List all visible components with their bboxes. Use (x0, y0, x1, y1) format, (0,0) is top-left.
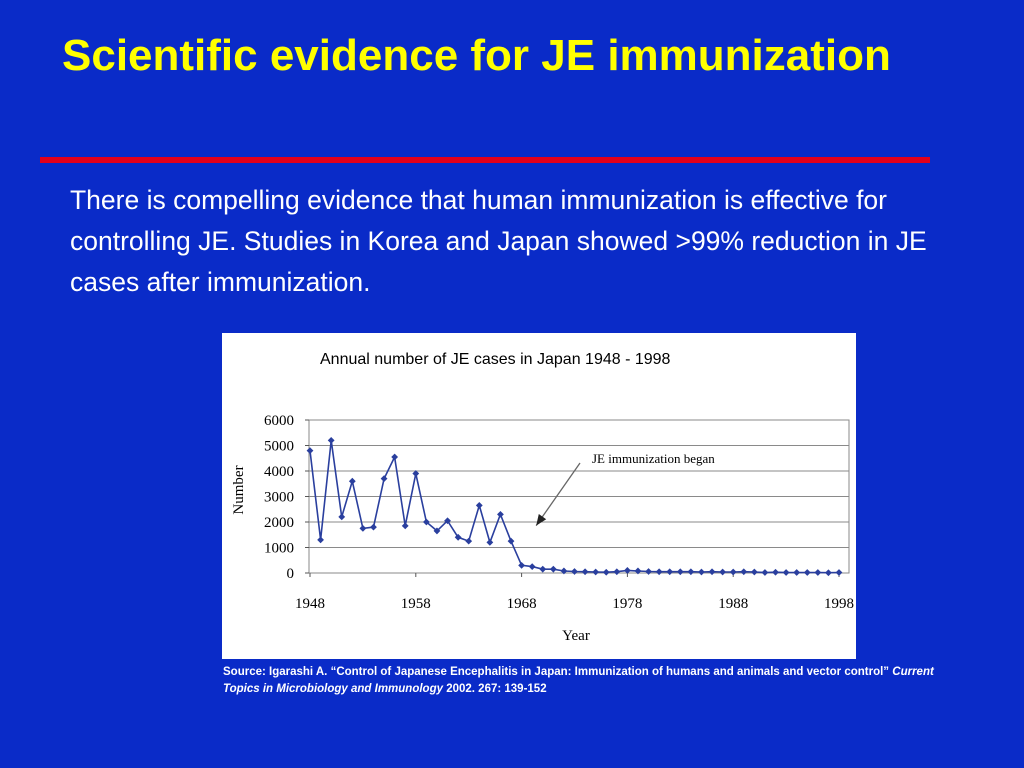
chart-panel: Annual number of JE cases in Japan 1948 … (222, 333, 856, 659)
annotation: JE immunization began (535, 451, 715, 527)
y-tick-label-3000: 3000 (264, 490, 294, 506)
point-1983 (676, 568, 684, 576)
y-tick-label-6000: 6000 (264, 413, 294, 429)
point-1975 (592, 568, 600, 576)
annotation-text: JE immunization began (592, 451, 715, 466)
x-tick-label-1988: 1988 (718, 596, 748, 612)
slide-title: Scientific evidence for JE immunization (62, 31, 891, 80)
y-tick-label-1000: 1000 (264, 541, 294, 557)
point-1965 (486, 539, 494, 546)
point-1997 (825, 569, 832, 577)
point-1953 (359, 524, 367, 532)
x-axis-label: Year (562, 628, 590, 644)
point-1962 (454, 533, 462, 541)
point-1996 (814, 569, 822, 576)
point-1964 (475, 502, 483, 509)
point-1979 (634, 567, 642, 575)
point-1982 (666, 568, 674, 576)
point-1994 (793, 569, 801, 576)
point-1960 (433, 527, 441, 535)
point-1948 (306, 447, 314, 454)
source-text: Source: Igarashi A. “Control of Japanese… (223, 666, 890, 678)
y-axis-ticks: 0 1000 2000 3000 4000 5000 6000 (264, 413, 309, 582)
x-tick-label-1958: 1958 (401, 596, 431, 612)
source-citation: Source: Igarashi A. “Control of Japanese… (223, 664, 943, 698)
point-1973 (571, 568, 578, 575)
point-1952 (348, 477, 356, 485)
y-tick-label-4000: 4000 (264, 464, 294, 480)
point-1967 (507, 537, 515, 545)
point-1988 (729, 568, 737, 576)
point-1980 (645, 568, 652, 575)
y-tick-label-5000: 5000 (264, 439, 294, 455)
point-1955 (380, 475, 388, 483)
chart-title: Annual number of JE cases in Japan 1948 … (320, 351, 671, 368)
x-tick-label-1948: 1948 (295, 596, 325, 612)
point-1974 (581, 568, 589, 576)
point-1990 (750, 568, 758, 576)
point-1970 (539, 565, 547, 573)
series-cases (306, 437, 843, 577)
point-1957 (401, 522, 409, 530)
y-tick-label-0: 0 (287, 566, 295, 582)
point-1987 (719, 568, 727, 576)
point-1976 (602, 568, 610, 576)
annotation-arrow-head (536, 514, 547, 526)
je-cases-chart: Annual number of JE cases in Japan 1948 … (231, 351, 854, 644)
point-1998 (835, 569, 843, 576)
source-journal: Current Topics in Microbiology and Immun… (223, 666, 934, 695)
y-tick-label-2000: 2000 (264, 515, 294, 531)
y-axis-label: Number (231, 465, 247, 514)
point-1984 (687, 568, 695, 576)
point-1956 (391, 453, 399, 461)
point-1971 (549, 565, 557, 573)
point-1986 (708, 568, 716, 576)
slide-body-text: There is compelling evidence that human … (70, 185, 927, 297)
annotation-arrow-line (535, 462, 581, 527)
point-1950 (327, 437, 335, 444)
point-1961 (444, 517, 451, 525)
point-1951 (338, 513, 346, 521)
point-1981 (655, 568, 663, 576)
point-1958 (412, 470, 420, 477)
point-1991 (761, 569, 769, 576)
x-axis-ticks: 1948 1958 1968 1978 1988 1998 (295, 573, 854, 612)
x-tick-label-1998: 1998 (824, 596, 854, 612)
source-volume: 2002. 267: 139-152 (446, 683, 547, 695)
x-tick-label-1978: 1978 (612, 596, 642, 612)
point-1959 (422, 518, 430, 526)
point-1977 (613, 568, 621, 576)
point-1968 (518, 561, 525, 569)
x-tick-label-1968: 1968 (507, 596, 537, 612)
point-1949 (317, 536, 324, 544)
point-1989 (740, 568, 748, 576)
point-1978 (624, 567, 631, 574)
title-underline (40, 157, 930, 163)
point-1985 (698, 568, 705, 576)
point-1972 (560, 567, 568, 575)
point-1954 (370, 523, 377, 531)
point-1995 (803, 569, 811, 576)
point-1966 (497, 510, 504, 518)
point-1963 (465, 537, 473, 545)
point-1992 (772, 568, 779, 576)
point-1993 (782, 569, 790, 576)
